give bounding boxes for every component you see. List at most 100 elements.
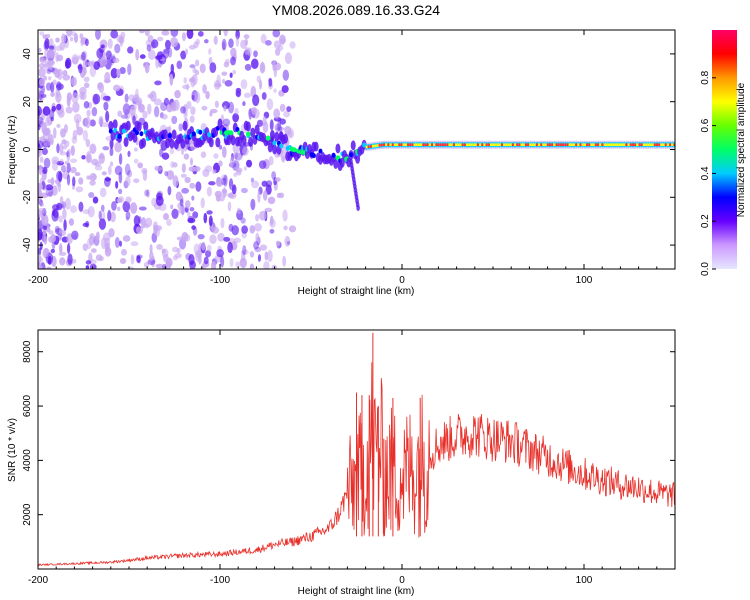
noise-blob — [172, 162, 178, 168]
noise-blob — [46, 69, 52, 75]
ridge-band-core — [594, 143, 597, 147]
noise-blob — [183, 111, 188, 120]
noise-blob — [165, 39, 171, 50]
noise-blob — [107, 38, 113, 49]
noise-blob — [256, 119, 264, 127]
colorbar-tick-label: 0.4 — [700, 166, 711, 180]
noise-blob — [218, 160, 223, 167]
ridge-band-core — [476, 143, 479, 147]
noise-blob — [167, 47, 173, 58]
snr-spikes — [356, 332, 421, 537]
noise-blob — [186, 211, 191, 217]
ridge-blob — [215, 137, 221, 148]
noise-blob — [104, 71, 111, 84]
ridge-band-core — [649, 143, 652, 147]
noise-blob — [124, 163, 131, 176]
ridge-band-core — [455, 143, 458, 147]
noise-blob — [262, 116, 267, 126]
noise-blob — [108, 228, 115, 238]
noise-blob — [157, 36, 164, 42]
noise-blob — [161, 30, 170, 36]
noise-blob — [241, 225, 248, 234]
noise-blob — [235, 261, 241, 268]
chart-title: YM08.2026.089.16.33.G24 — [272, 2, 440, 18]
noise-blob — [213, 153, 219, 159]
snr-y-tick-label: 4000 — [22, 449, 33, 472]
noise-blob — [100, 204, 105, 212]
noise-blob — [280, 38, 286, 44]
ridge-band-core — [616, 143, 619, 147]
noise-blob — [232, 69, 237, 75]
ridge-band-core — [424, 143, 427, 147]
noise-blob — [48, 76, 52, 81]
noise-blob — [66, 162, 71, 174]
noise-blob — [118, 171, 123, 184]
noise-blob — [218, 144, 223, 150]
noise-blob — [82, 129, 89, 142]
ridge-band-core — [426, 143, 429, 147]
noise-blob — [38, 62, 45, 69]
ridge-core — [167, 133, 172, 139]
noise-blob — [178, 206, 183, 214]
spectrogram-y-tick-label: -20 — [22, 190, 33, 205]
ridge-band-core — [542, 143, 545, 147]
noise-blob — [189, 157, 194, 166]
ridge-band-core — [485, 143, 488, 147]
noise-blob — [254, 246, 262, 253]
noise-blob — [57, 108, 65, 118]
noise-blob — [222, 78, 226, 84]
noise-blob — [272, 61, 277, 72]
noise-blob — [146, 44, 152, 52]
spectrogram-y-tick-label: 40 — [22, 48, 33, 60]
ridge-band-core — [387, 143, 390, 147]
noise-blob — [242, 245, 247, 256]
snr-frame — [37, 329, 676, 570]
ridge-band-core — [468, 143, 471, 147]
snr-y-tick-label: 6000 — [22, 394, 33, 417]
noise-blob — [274, 123, 283, 133]
spectrogram-x-tick-label: -200 — [28, 275, 48, 286]
noise-blob — [189, 182, 196, 189]
noise-blob — [143, 262, 150, 268]
noise-blob — [163, 97, 170, 106]
noise-blob — [71, 56, 79, 65]
noise-blob — [82, 209, 91, 215]
noise-blob — [69, 36, 74, 42]
noise-blob — [208, 181, 216, 186]
ridge-blob — [335, 143, 341, 154]
noise-blob — [45, 82, 52, 91]
noise-blob — [274, 177, 281, 182]
noise-blob — [244, 47, 250, 56]
noise-blob — [86, 238, 92, 250]
noise-blob — [89, 143, 97, 155]
snr-x-tick-label: 0 — [399, 575, 405, 586]
noise-blob — [154, 166, 163, 171]
ridge-band-core — [618, 143, 621, 147]
noise-blob — [254, 223, 262, 232]
ridge-band-core — [551, 143, 554, 147]
noise-blob — [118, 188, 123, 195]
noise-blob — [191, 225, 196, 230]
ridge-band-core — [653, 143, 656, 147]
ridge-band-core — [614, 143, 617, 147]
noise-blob — [171, 246, 179, 253]
noise-blob — [53, 127, 57, 139]
noise-blob — [85, 138, 91, 148]
noise-blob — [205, 250, 212, 258]
noise-blob — [138, 30, 145, 34]
noise-blob — [183, 153, 190, 160]
noise-blob — [166, 170, 175, 180]
noise-blob — [216, 181, 223, 187]
noise-blob — [39, 156, 44, 163]
ridge-core — [191, 131, 196, 137]
noise-blob — [45, 187, 54, 197]
noise-blob — [67, 148, 71, 158]
ridge-band-core — [660, 143, 663, 147]
noise-blob — [223, 30, 228, 37]
ridge-blob — [230, 135, 236, 146]
noise-blob — [184, 176, 191, 184]
noise-blob — [38, 253, 42, 264]
noise-blob — [170, 37, 179, 48]
ridge-band-core — [651, 143, 654, 147]
